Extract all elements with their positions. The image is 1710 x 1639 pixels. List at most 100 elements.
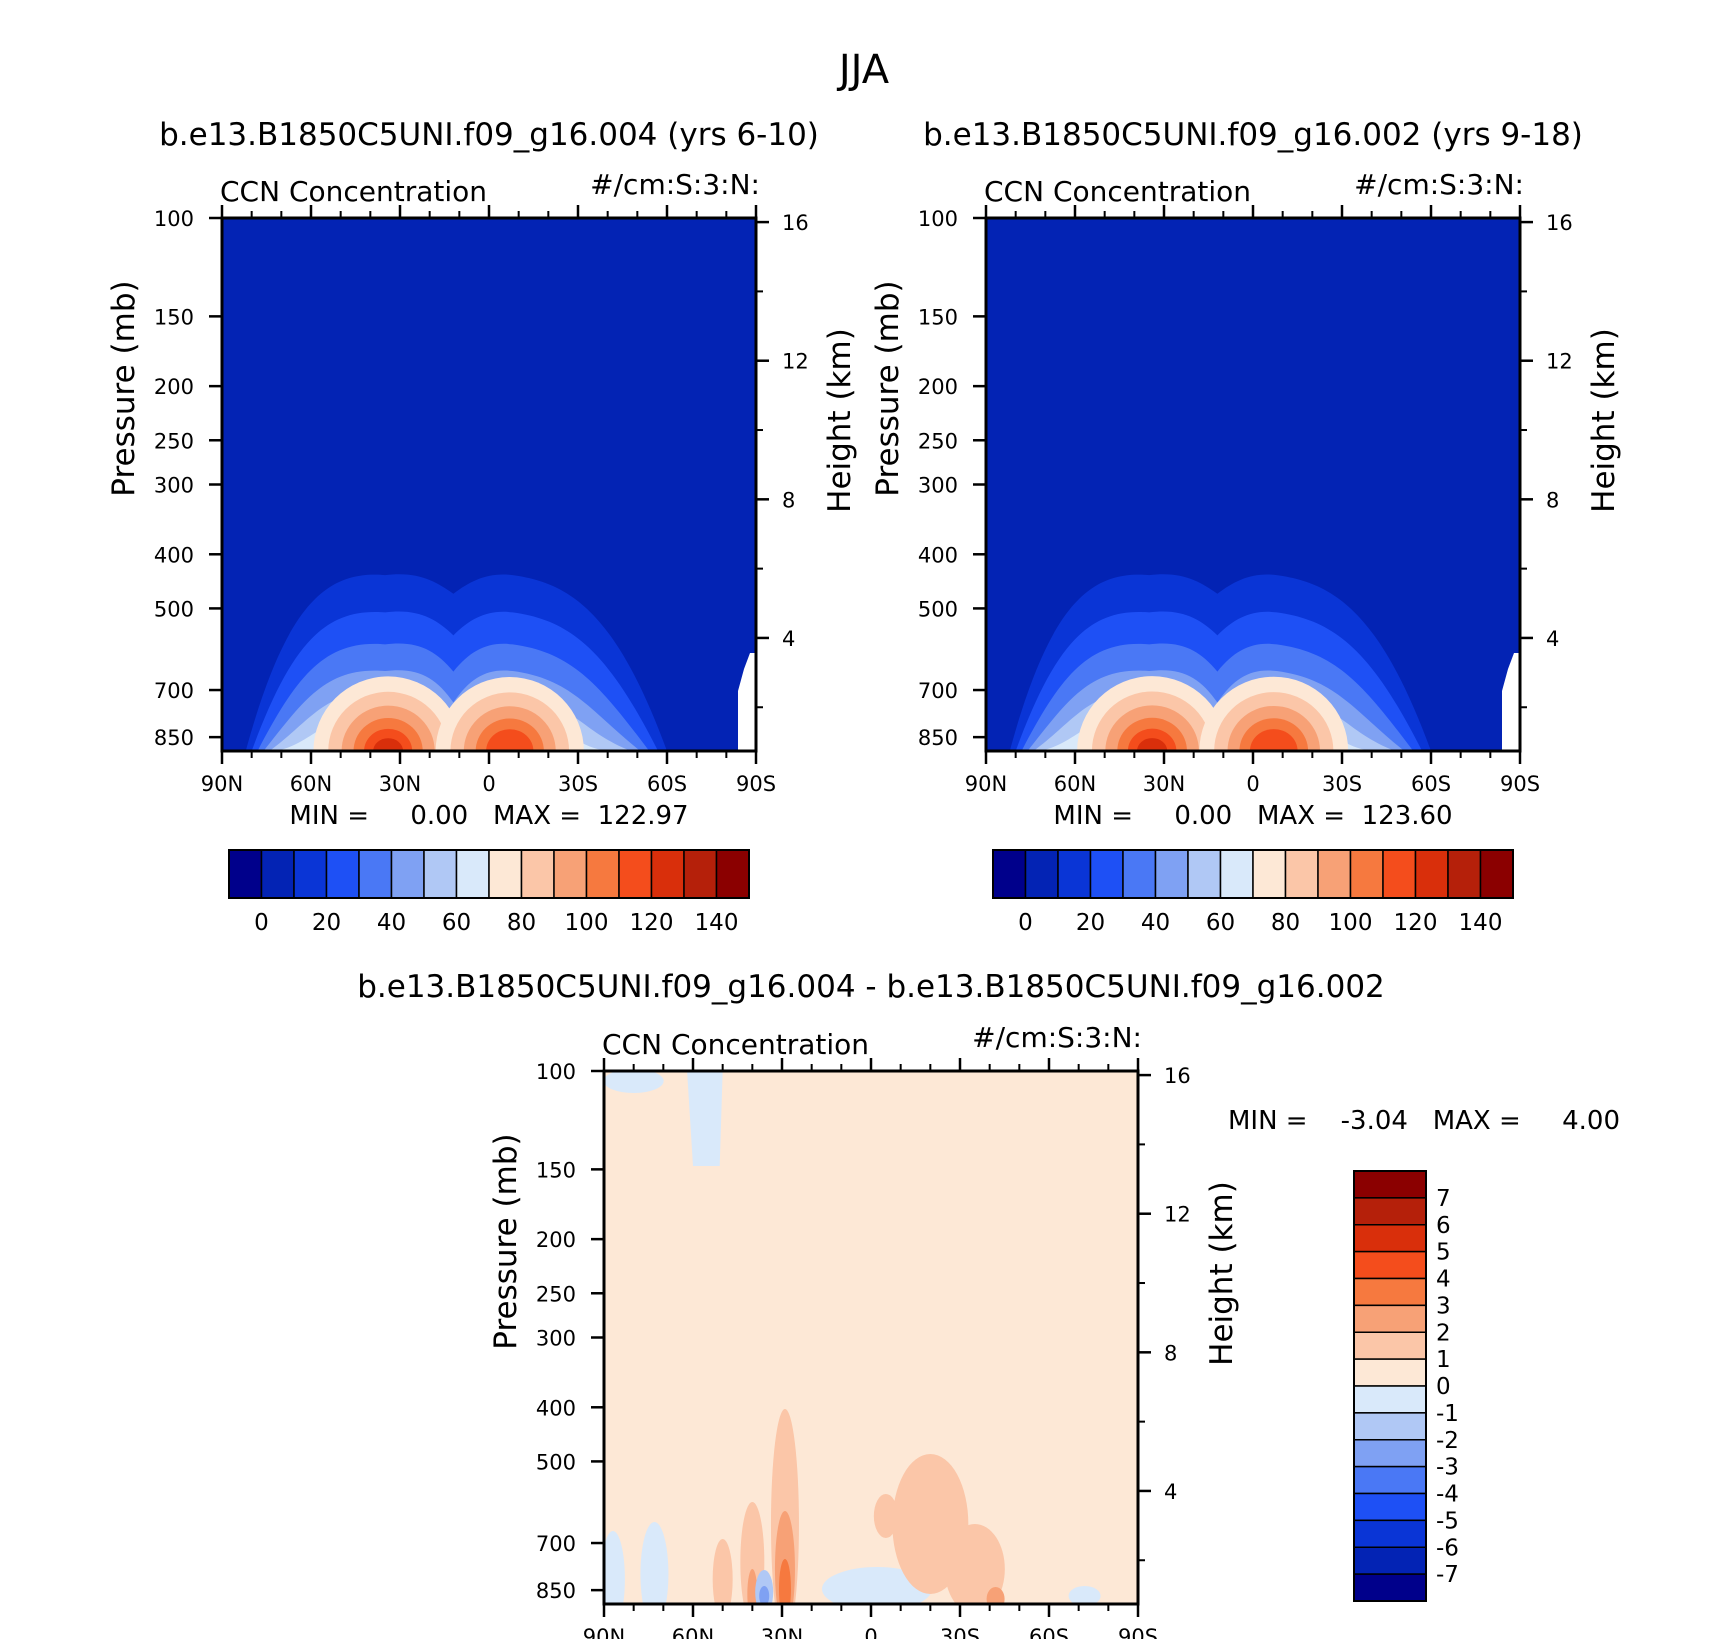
y-tick-label: 250: [536, 1282, 576, 1306]
x-tick-label: 30N: [761, 1625, 803, 1639]
panel-a-right-string: #/cm:S:3:N:: [590, 168, 760, 201]
colorbar-label: -4: [1436, 1482, 1459, 1508]
colorbar-swatch: [1187, 849, 1222, 899]
diff-contour-17: [759, 1586, 770, 1604]
colorbar-swatch: [1284, 849, 1319, 899]
colorbar-swatch: [488, 849, 523, 899]
x-tick-label: 30S: [1322, 772, 1362, 796]
colorbar-label: -6: [1436, 1535, 1459, 1561]
colorbar-label: 20: [312, 910, 341, 936]
x-tick-label: 30N: [1143, 772, 1185, 796]
y-tick-label: 100: [154, 207, 194, 231]
colorbar-swatch: [1057, 849, 1092, 899]
colorbar-swatch: [1353, 1170, 1427, 1199]
colorbar-label: 7: [1436, 1186, 1451, 1212]
height-tick-label: 16: [782, 211, 809, 235]
x-tick-label: 60S: [647, 772, 687, 796]
y-tick-label: 400: [536, 1396, 576, 1420]
colorbar-swatch: [1353, 1250, 1427, 1280]
colorbar-swatch: [553, 849, 588, 899]
height-axis-label: Height (km): [1204, 1181, 1240, 1366]
colorbar-swatch: [1353, 1358, 1427, 1387]
colorbar-label: 140: [1459, 910, 1503, 936]
panel-c-left-string: CCN Concentration: [602, 1028, 869, 1061]
y-tick-label: 300: [154, 474, 194, 498]
y-tick-label: 250: [918, 429, 958, 453]
missing-data-region: [738, 653, 756, 751]
colorbar-label: 120: [630, 910, 674, 936]
y-tick-label: 200: [918, 375, 958, 399]
colorbar-label: 140: [695, 910, 739, 936]
colorbar-label: 0: [1436, 1374, 1451, 1400]
x-tick-label: 90N: [965, 772, 1007, 796]
height-tick-label: 16: [1164, 1064, 1191, 1088]
colorbar-swatch: [1447, 849, 1482, 899]
colorbar-swatch: [1353, 1304, 1427, 1333]
height-tick-label: 16: [1546, 211, 1573, 235]
y-tick-label: 700: [154, 679, 194, 703]
colorbar-label: 1: [1436, 1347, 1451, 1373]
diff-contour-5: [1068, 1586, 1101, 1604]
panel-c-contour-field: [604, 1071, 1101, 1604]
colorbar-swatch: [325, 849, 360, 899]
colorbar-swatch: [1317, 849, 1352, 899]
colorbar-swatch: [1353, 1277, 1427, 1307]
colorbar-swatch: [1353, 1385, 1427, 1414]
height-tick-label: 8: [1546, 488, 1559, 512]
x-tick-label: 90S: [736, 772, 776, 796]
colorbar-swatch: [1252, 849, 1287, 899]
x-tick-label: 90N: [583, 1625, 625, 1639]
height-tick-label: 8: [782, 488, 795, 512]
x-tick-label: 60N: [1054, 772, 1096, 796]
y-tick-label: 400: [154, 543, 194, 567]
peak-0-level-5: [1137, 738, 1168, 751]
y-tick-label: 250: [154, 429, 194, 453]
colorbar-swatch: [358, 849, 393, 899]
diff-contour-7: [712, 1539, 733, 1604]
height-axis-label: Height (km): [822, 328, 858, 513]
colorbar-label: 100: [1329, 910, 1373, 936]
colorbar-label: 40: [1141, 910, 1170, 936]
diff-contour-10: [778, 1559, 791, 1604]
height-tick-label: 12: [1164, 1203, 1191, 1227]
colorbar-swatch: [1414, 849, 1449, 899]
colorbar-swatch: [1353, 1546, 1427, 1575]
x-tick-label: 0: [1246, 772, 1259, 796]
colorbar-swatch: [1024, 849, 1059, 899]
colorbar-swatch: [1219, 849, 1254, 899]
colorbar-swatch: [683, 849, 718, 899]
colorbar-swatch: [650, 849, 685, 899]
panel-a: b.e13.B1850C5UNI.f09_g16.004 (yrs 6-10) …: [106, 117, 858, 936]
colorbar-swatch: [992, 849, 1027, 899]
colorbar-swatch: [715, 849, 750, 899]
colorbar-swatch: [228, 849, 263, 899]
diff-contour-13: [873, 1494, 898, 1538]
diff-contour-1: [604, 1071, 664, 1093]
panel-c-stats: MIN = -3.04 MAX = 4.00: [1228, 1106, 1620, 1136]
y-tick-label: 100: [918, 207, 958, 231]
colorbar-swatch: [1353, 1573, 1427, 1602]
panel-b-axes: 90N 60N 30N 0 30S 60S 90S 100 150 200 250 300 400 500…: [870, 205, 1622, 796]
colorbar-swatch: [1122, 849, 1157, 899]
y-tick-label: 500: [918, 597, 958, 621]
colorbar-swatch: [293, 849, 328, 899]
colorbar-swatch: [1353, 1197, 1427, 1226]
colorbar-label: 40: [377, 910, 406, 936]
y-axis-label: Pressure (mb): [106, 280, 142, 496]
y-tick-label: 500: [536, 1450, 576, 1474]
panel-b-left-string: CCN Concentration: [984, 175, 1251, 208]
y-tick-label: 300: [536, 1327, 576, 1351]
height-tick-label: 4: [782, 627, 795, 651]
height-tick-label: 4: [1546, 627, 1559, 651]
colorbar-swatch: [520, 849, 555, 899]
y-tick-label: 500: [154, 597, 194, 621]
colorbar-label: 6: [1436, 1213, 1451, 1239]
x-tick-label: 60S: [1029, 1625, 1069, 1639]
colorbar-swatch: [1353, 1439, 1427, 1468]
colorbar-swatch: [1353, 1465, 1427, 1495]
y-tick-label: 700: [536, 1532, 576, 1556]
peak-1-level-4: [1249, 729, 1298, 751]
peak-0-level-5: [373, 738, 404, 751]
colorbar-label: 60: [442, 910, 471, 936]
